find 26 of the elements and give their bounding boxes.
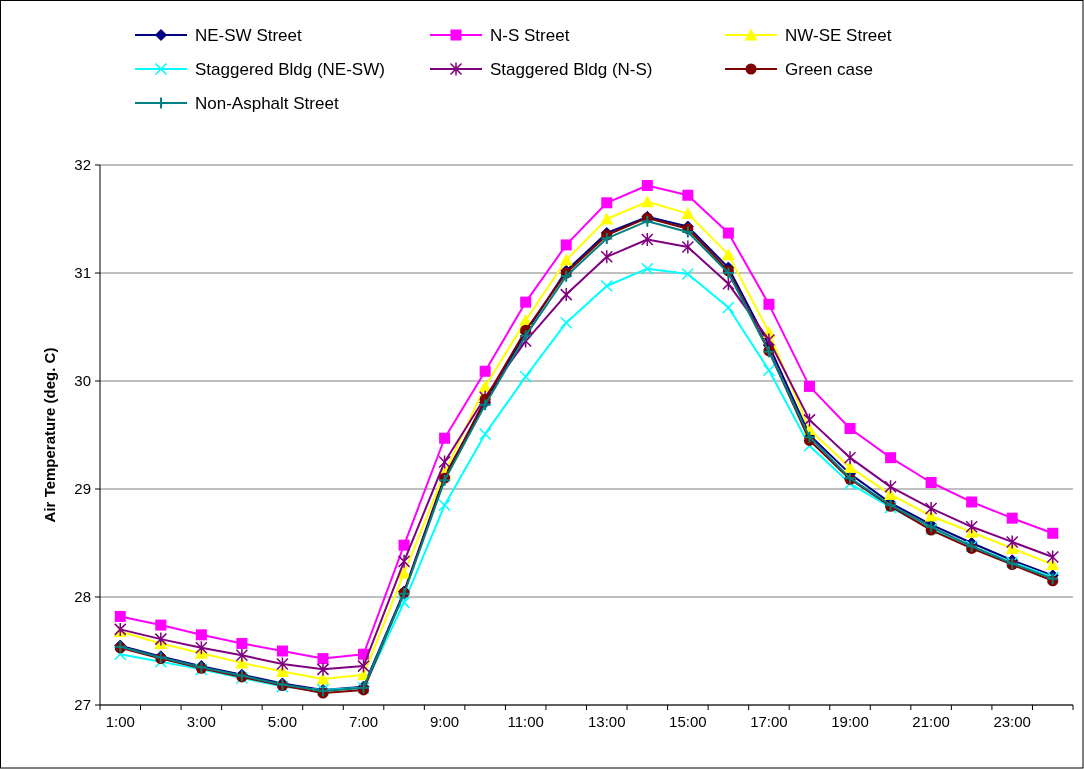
legend-label: Staggered Bldg (NE-SW) [195, 59, 385, 79]
y-tick-label: 29 [74, 480, 91, 498]
x-tick-label: 17:00 [750, 713, 788, 730]
legend-label: Staggered Bldg (N-S) [490, 59, 653, 79]
y-tick-label: 27 [74, 696, 91, 714]
y-axis-title: Air Temperature (deg. C) [41, 347, 58, 523]
y-tick-label: 32 [74, 156, 91, 174]
x-tick-label: 7:00 [348, 713, 379, 730]
legend-label: N-S Street [490, 25, 570, 45]
x-tick-label: 9:00 [430, 713, 460, 730]
x-tick-label: 23:00 [993, 713, 1031, 730]
y-tick-label: 31 [74, 264, 91, 282]
x-tick-label: 5:00 [267, 713, 298, 730]
legend-label: NE-SW Street [195, 25, 303, 45]
x-tick-label: 21:00 [912, 713, 950, 730]
legend-label: NW-SE Street [785, 25, 892, 45]
x-tick-label: 1:00 [105, 713, 135, 730]
legend-label: Non-Asphalt Street [195, 93, 339, 113]
x-tick-label: 3:00 [186, 713, 216, 730]
legend-label: Green case [785, 59, 873, 79]
y-tick-label: 28 [74, 588, 91, 606]
x-tick-label: 13:00 [588, 713, 626, 730]
x-tick-label: 15:00 [669, 713, 707, 730]
x-tick-label: 19:00 [831, 713, 869, 730]
y-tick-label: 30 [74, 372, 91, 390]
x-tick-label: 11:00 [507, 713, 544, 730]
